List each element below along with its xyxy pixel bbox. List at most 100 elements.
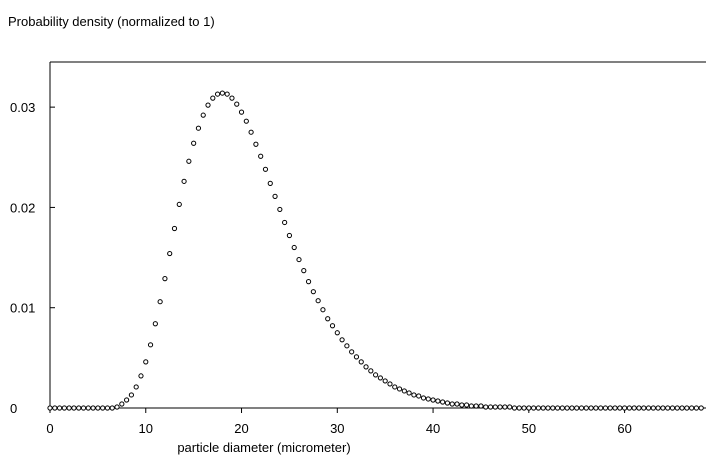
data-point [444,400,451,406]
data-point [181,178,187,184]
data-point [114,404,120,410]
data-point [243,118,249,124]
x-tick-label: 0 [46,421,53,436]
data-point [238,109,245,115]
data-point [219,90,225,96]
x-axis: 0 10 20 30 40 50 60 [46,408,632,436]
data-point [282,219,288,226]
data-point [176,201,182,208]
y-tick-label: 0.02 [10,200,35,215]
data-point [262,166,269,172]
x-tick-label: 50 [522,421,536,436]
data-series [47,90,704,411]
data-point [61,405,67,411]
data-point [425,396,431,402]
data-point [416,393,422,399]
data-point [641,405,647,411]
data-point [301,268,307,274]
data-point [200,112,206,118]
y-tick-label: 0 [10,401,17,416]
data-point [449,401,455,407]
data-point [85,405,91,411]
data-point [521,405,527,411]
data-point [621,405,628,411]
data-point [128,392,135,398]
data-point [401,388,407,394]
data-point [157,299,163,305]
data-point [47,405,53,411]
data-point [286,232,293,239]
data-point [277,206,283,213]
data-point [363,364,369,370]
data-point [674,405,680,411]
data-point [191,140,197,146]
data-point [104,405,111,411]
data-point [550,405,556,411]
data-point [435,398,441,404]
data-point [80,405,87,411]
data-point [516,405,522,411]
data-point [224,91,230,97]
data-point [483,404,489,410]
data-point [669,405,676,411]
data-point [665,405,671,411]
data-point [631,405,637,411]
data-point [377,375,383,381]
x-tick-label: 60 [617,421,631,436]
data-point [358,359,364,365]
data-point [463,402,470,408]
data-point [119,401,125,407]
data-point [52,405,58,411]
data-point [411,392,417,398]
data-point [698,405,704,411]
data-point [234,101,240,107]
data-point [554,405,561,411]
data-point [272,193,278,199]
data-point [593,405,599,411]
data-point [90,405,96,411]
data-point [95,405,101,411]
data-point [124,397,130,403]
data-point [349,349,355,355]
data-point [305,279,312,285]
data-point [531,405,537,411]
data-point [583,405,589,411]
data-point [636,405,642,411]
data-point [406,390,412,396]
data-point [167,250,173,257]
data-point [109,405,115,411]
data-point [329,323,336,329]
data-point [569,405,575,411]
data-point [679,405,685,411]
data-point [210,95,216,101]
data-point [195,125,202,131]
data-point [152,321,158,327]
data-point [612,405,618,411]
data-point [100,405,106,411]
data-point [684,405,690,411]
data-point [578,405,585,411]
data-point [478,403,484,409]
data-point [205,102,211,108]
data-point [511,405,518,411]
data-point [468,403,474,409]
data-point [473,403,479,409]
plot-frame [49,61,706,409]
data-point [559,405,565,411]
y-tick-label: 0.03 [10,100,35,115]
data-point [598,405,604,411]
data-point [693,405,700,411]
data-point [420,395,427,401]
data-point [545,405,551,411]
y-tick-label: 0.01 [10,301,35,316]
data-point [253,141,259,147]
data-point [71,405,77,411]
data-point [214,91,221,97]
data-point [344,343,350,349]
data-point [650,405,656,411]
data-point [660,405,666,411]
data-point [296,256,302,263]
data-point [373,372,379,378]
data-point [147,342,154,348]
